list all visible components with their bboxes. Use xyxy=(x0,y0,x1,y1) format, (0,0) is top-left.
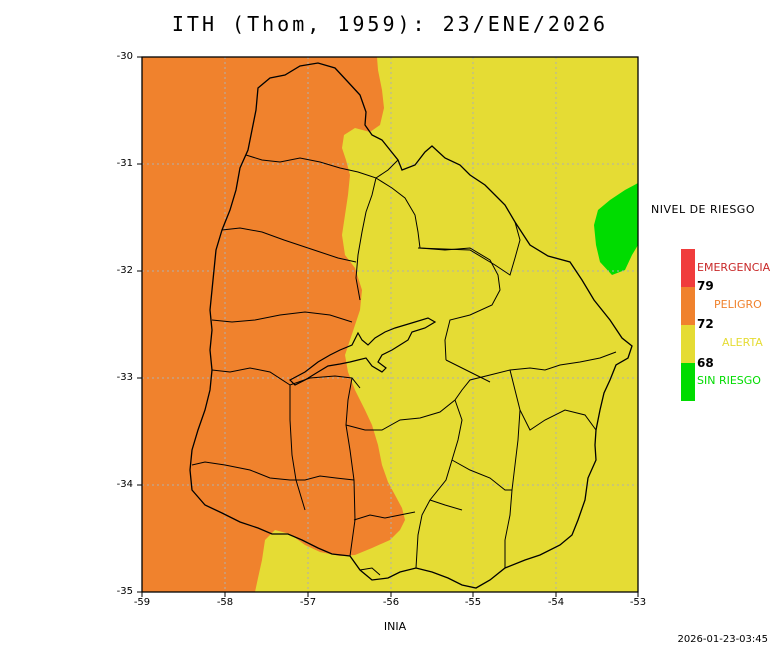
legend-title: NIVEL DE RIESGO xyxy=(651,203,755,216)
legend-swatch-peligro xyxy=(681,287,695,325)
legend-label-emergencia: EMERGENCIA xyxy=(697,261,771,274)
x-tick-label: -58 xyxy=(216,597,234,608)
timestamp: 2026-01-23-03:45 xyxy=(677,634,768,645)
legend-threshold: 79 xyxy=(697,279,714,293)
peligro-region xyxy=(142,57,405,592)
rio-negro-reservoir xyxy=(289,317,437,386)
map-title: ITH (Thom, 1959): 23/ENE/2026 xyxy=(171,12,609,36)
legend-label-peligro: PELIGRO xyxy=(714,298,762,311)
sin-riesgo-region xyxy=(594,183,638,275)
y-tick-label: -30 xyxy=(116,51,133,62)
x-tick-label: -56 xyxy=(382,597,400,608)
y-tick-label: -31 xyxy=(116,158,133,169)
axis-ticks xyxy=(137,56,639,597)
x-tick-label: -57 xyxy=(299,597,317,608)
grid xyxy=(142,57,638,592)
x-tick-label: -54 xyxy=(547,597,565,608)
department-boundaries xyxy=(191,154,617,576)
country-outline xyxy=(189,62,633,589)
legend-swatch-sin-riesgo xyxy=(681,363,695,401)
y-tick-label: -34 xyxy=(116,479,133,490)
legend-threshold: 68 xyxy=(697,356,714,370)
x-tick-label: -59 xyxy=(133,597,151,608)
legend-label-sin-riesgo: SIN RIESGO xyxy=(697,374,761,387)
legend-label-alerta: ALERTA xyxy=(722,336,763,349)
legend-threshold: 72 xyxy=(697,317,714,331)
y-tick-label: -32 xyxy=(116,265,133,276)
y-tick-label: -33 xyxy=(116,372,133,383)
x-tick-label: -53 xyxy=(629,597,647,608)
y-tick-label: -35 xyxy=(116,586,133,597)
credit-label: INIA xyxy=(383,620,407,633)
legend-swatch-emergencia xyxy=(681,249,695,287)
x-tick-label: -55 xyxy=(464,597,482,608)
map-frame xyxy=(141,56,639,593)
legend-swatch-alerta xyxy=(681,325,695,363)
